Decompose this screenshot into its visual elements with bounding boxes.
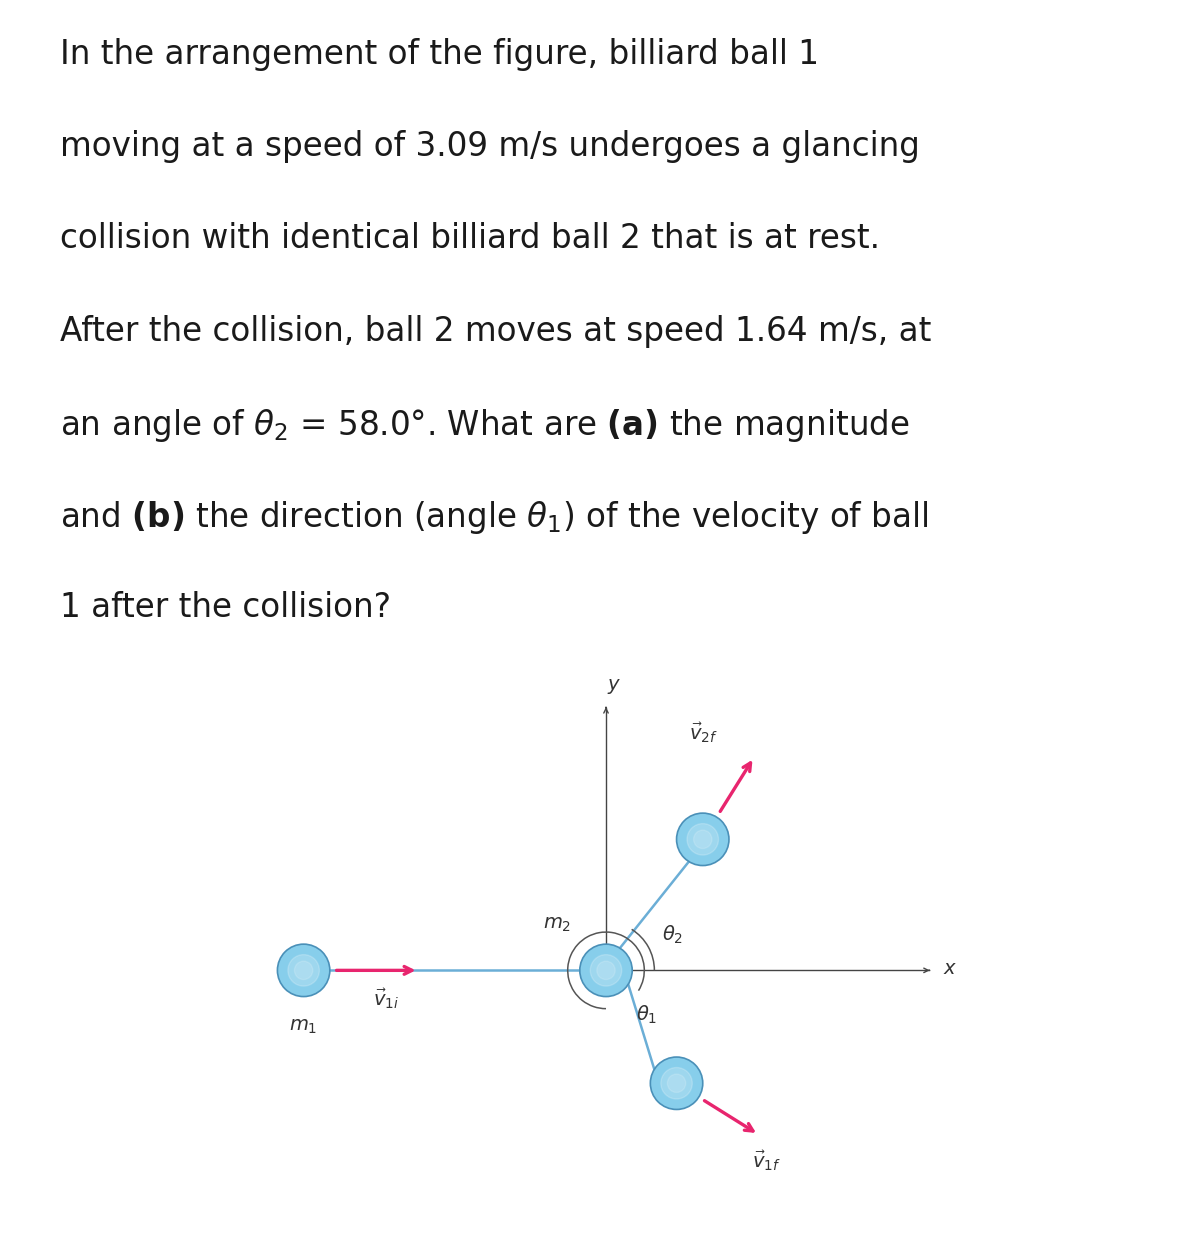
Text: After the collision, ball 2 moves at speed 1.64 m/s, at: After the collision, ball 2 moves at spe… [60,314,931,348]
Text: moving at a speed of 3.09 m/s undergoes a glancing: moving at a speed of 3.09 m/s undergoes … [60,130,920,163]
Circle shape [667,1074,685,1092]
Circle shape [650,1058,703,1110]
Text: an angle of $\theta_2$ = 58.0°. What are $\mathbf{(a)}$ the magnitude: an angle of $\theta_2$ = 58.0°. What are… [60,407,910,444]
Circle shape [661,1068,692,1098]
Text: $\theta_1$: $\theta_1$ [636,1003,658,1025]
Circle shape [294,961,313,980]
Circle shape [688,824,719,855]
Text: In the arrangement of the figure, billiard ball 1: In the arrangement of the figure, billia… [60,38,818,71]
Text: $m_2$: $m_2$ [544,915,571,934]
Text: $m_1$: $m_1$ [289,1017,318,1035]
Text: $\vec{v}_{1i}$: $\vec{v}_{1i}$ [373,986,400,1011]
Circle shape [677,813,728,866]
Circle shape [596,961,616,980]
Text: collision with identical billiard ball 2 that is at rest.: collision with identical billiard ball 2… [60,223,880,256]
Circle shape [277,944,330,997]
Text: and $\mathbf{(b)}$ the direction (angle $\theta_1$) of the velocity of ball: and $\mathbf{(b)}$ the direction (angle … [60,499,929,536]
Circle shape [580,944,632,997]
Text: $\vec{v}_{1f}$: $\vec{v}_{1f}$ [752,1149,781,1173]
Text: $\vec{v}_{2f}$: $\vec{v}_{2f}$ [689,721,718,745]
Circle shape [694,830,712,849]
Text: $y$: $y$ [607,677,622,696]
Circle shape [288,955,319,986]
Circle shape [590,955,622,986]
Text: $\theta_2$: $\theta_2$ [662,924,684,946]
Text: $x$: $x$ [943,959,956,977]
Text: 1 after the collision?: 1 after the collision? [60,591,391,625]
